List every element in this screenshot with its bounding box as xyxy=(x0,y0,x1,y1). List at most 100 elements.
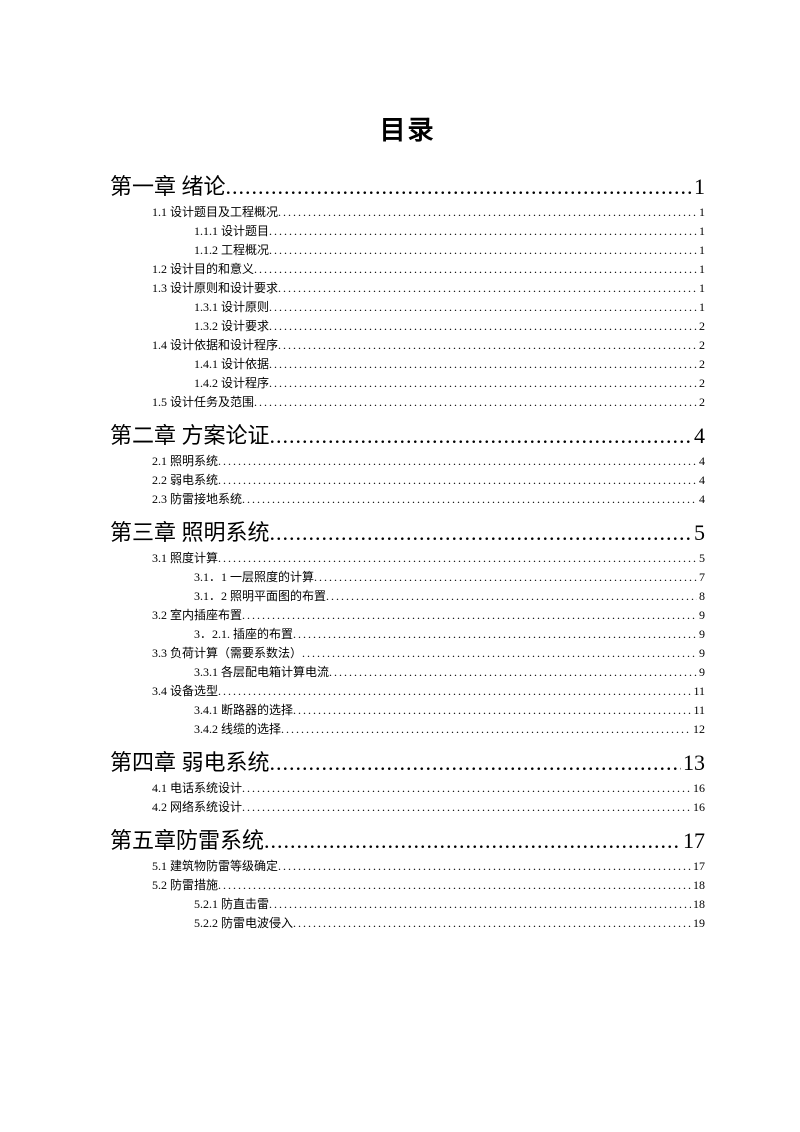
toc-leader-dots: ........................................… xyxy=(242,800,691,815)
toc-entry-label: 3.3.1 各层配电箱计算电流 xyxy=(194,663,329,680)
toc-entry: 第一章 绪论..................................… xyxy=(110,169,705,201)
toc-leader-dots: ........................................… xyxy=(326,589,697,604)
toc-entry: 第四章 弱电系统................................… xyxy=(110,745,705,777)
toc-entry-page: 4 xyxy=(697,473,705,488)
toc-entry-page: 11 xyxy=(691,684,705,699)
toc-entry-page: 13 xyxy=(681,750,705,776)
toc-entry-label: 第一章 绪论 xyxy=(110,169,226,201)
toc-leader-dots: ........................................… xyxy=(270,750,681,776)
toc-entry-label: 2.1 照明系统 xyxy=(152,452,218,469)
toc-leader-dots: ........................................… xyxy=(278,205,697,220)
toc-entry: 3.3.1 各层配电箱计算电流.........................… xyxy=(110,663,705,680)
toc-entry-label: 3.1 照度计算 xyxy=(152,549,218,566)
toc-entry-page: 1 xyxy=(697,243,705,258)
toc-entry: 第三章 照明系统................................… xyxy=(110,515,705,547)
toc-entry: 4.1 电话系统设计..............................… xyxy=(110,779,705,796)
toc-entry-label: 5.2 防雷措施 xyxy=(152,876,218,893)
toc-leader-dots: ........................................… xyxy=(264,828,681,854)
toc-entry-label: 2.3 防雷接地系统 xyxy=(152,490,242,507)
toc-entry-page: 2 xyxy=(697,376,705,391)
toc-entry-label: 3.4 设备选型 xyxy=(152,682,218,699)
toc-entry-label: 4.2 网络系统设计 xyxy=(152,798,242,815)
toc-leader-dots: ........................................… xyxy=(269,376,697,391)
toc-body: 第一章 绪论..................................… xyxy=(110,169,705,931)
toc-entry-page: 2 xyxy=(697,338,705,353)
toc-entry-page: 1 xyxy=(697,281,705,296)
toc-leader-dots: ........................................… xyxy=(254,395,697,410)
toc-entry-label: 3.3 负荷计算（需要系数法） xyxy=(152,644,302,661)
toc-entry: 1.5 设计任务及范围.............................… xyxy=(110,393,705,410)
toc-entry-page: 4 xyxy=(697,492,705,507)
toc-leader-dots: ........................................… xyxy=(293,916,691,931)
toc-entry-label: 1.3.1 设计原则 xyxy=(194,298,269,315)
toc-entry-label: 第三章 照明系统 xyxy=(110,515,270,547)
toc-entry-page: 1 xyxy=(697,205,705,220)
toc-leader-dots: ........................................… xyxy=(293,627,697,642)
toc-entry: 1.1.1 设计题目..............................… xyxy=(110,222,705,239)
toc-entry: 3．2.1. 插座的布置............................… xyxy=(110,625,705,642)
toc-entry: 3.2 室内插座布置..............................… xyxy=(110,606,705,623)
toc-leader-dots: ........................................… xyxy=(269,897,691,912)
toc-entry-label: 1.3.2 设计要求 xyxy=(194,317,269,334)
toc-entry-page: 9 xyxy=(697,627,705,642)
toc-leader-dots: ........................................… xyxy=(269,224,697,239)
toc-entry: 1.4 设计依据和设计程序...........................… xyxy=(110,336,705,353)
toc-leader-dots: ........................................… xyxy=(269,243,697,258)
toc-entry: 3.4 设备选型................................… xyxy=(110,682,705,699)
toc-entry-page: 9 xyxy=(697,665,705,680)
toc-entry-label: 1.1 设计题目及工程概况 xyxy=(152,203,278,220)
toc-entry: 第五章防雷系统.................................… xyxy=(110,823,705,855)
toc-entry-label: 5.1 建筑物防雷等级确定 xyxy=(152,857,278,874)
toc-entry-page: 4 xyxy=(697,454,705,469)
toc-entry-label: 第二章 方案论证 xyxy=(110,418,270,450)
toc-entry-page: 11 xyxy=(691,703,705,718)
toc-entry-label: 3.2 室内插座布置 xyxy=(152,606,242,623)
toc-entry: 5.1 建筑物防雷等级确定...........................… xyxy=(110,857,705,874)
toc-entry-label: 1.4.1 设计依据 xyxy=(194,355,269,372)
toc-entry: 1.1.2 工程概况..............................… xyxy=(110,241,705,258)
toc-entry-page: 8 xyxy=(697,589,705,604)
toc-leader-dots: ........................................… xyxy=(270,423,692,449)
toc-leader-dots: ........................................… xyxy=(278,338,697,353)
toc-entry: 3.1 照度计算................................… xyxy=(110,549,705,566)
toc-entry: 2.3 防雷接地系统..............................… xyxy=(110,490,705,507)
toc-entry: 2.2 弱电系统................................… xyxy=(110,471,705,488)
toc-entry: 5.2 防雷措施................................… xyxy=(110,876,705,893)
toc-entry-page: 2 xyxy=(697,395,705,410)
toc-leader-dots: ........................................… xyxy=(281,722,691,737)
toc-leader-dots: ........................................… xyxy=(269,357,697,372)
toc-entry-page: 5 xyxy=(692,520,705,546)
toc-leader-dots: ........................................… xyxy=(270,520,692,546)
toc-entry-label: 2.2 弱电系统 xyxy=(152,471,218,488)
toc-entry-page: 9 xyxy=(697,608,705,623)
toc-entry: 3.1．1 一层照度的计算...........................… xyxy=(110,568,705,585)
toc-leader-dots: ........................................… xyxy=(242,781,691,796)
toc-page: 目录 第一章 绪论...............................… xyxy=(0,0,800,973)
toc-entry: 3.1．2 照明平面图的布置..........................… xyxy=(110,587,705,604)
toc-entry-page: 7 xyxy=(697,570,705,585)
toc-entry: 4.2 网络系统设计..............................… xyxy=(110,798,705,815)
toc-entry-label: 3.1．2 照明平面图的布置 xyxy=(194,587,326,604)
toc-entry-label: 1.1.1 设计题目 xyxy=(194,222,269,239)
toc-entry-page: 16 xyxy=(691,781,705,796)
toc-entry-page: 1 xyxy=(697,300,705,315)
toc-entry-label: 1.4 设计依据和设计程序 xyxy=(152,336,278,353)
toc-entry-page: 9 xyxy=(697,646,705,661)
toc-entry-page: 18 xyxy=(691,897,705,912)
toc-entry: 1.4.2 设计程序..............................… xyxy=(110,374,705,391)
toc-entry-page: 2 xyxy=(697,357,705,372)
toc-entry-page: 2 xyxy=(697,319,705,334)
toc-entry-label: 1.2 设计目的和意义 xyxy=(152,260,254,277)
toc-entry-label: 3.4.2 线缆的选择 xyxy=(194,720,281,737)
toc-leader-dots: ........................................… xyxy=(226,174,692,200)
toc-title: 目录 xyxy=(110,110,705,147)
toc-entry-page: 17 xyxy=(691,859,705,874)
toc-leader-dots: ........................................… xyxy=(293,703,691,718)
toc-leader-dots: ........................................… xyxy=(242,492,697,507)
toc-leader-dots: ........................................… xyxy=(269,319,697,334)
toc-leader-dots: ........................................… xyxy=(218,454,697,469)
toc-leader-dots: ........................................… xyxy=(278,281,697,296)
toc-entry-page: 16 xyxy=(691,800,705,815)
toc-entry-label: 4.1 电话系统设计 xyxy=(152,779,242,796)
toc-entry: 1.2 设计目的和意义.............................… xyxy=(110,260,705,277)
